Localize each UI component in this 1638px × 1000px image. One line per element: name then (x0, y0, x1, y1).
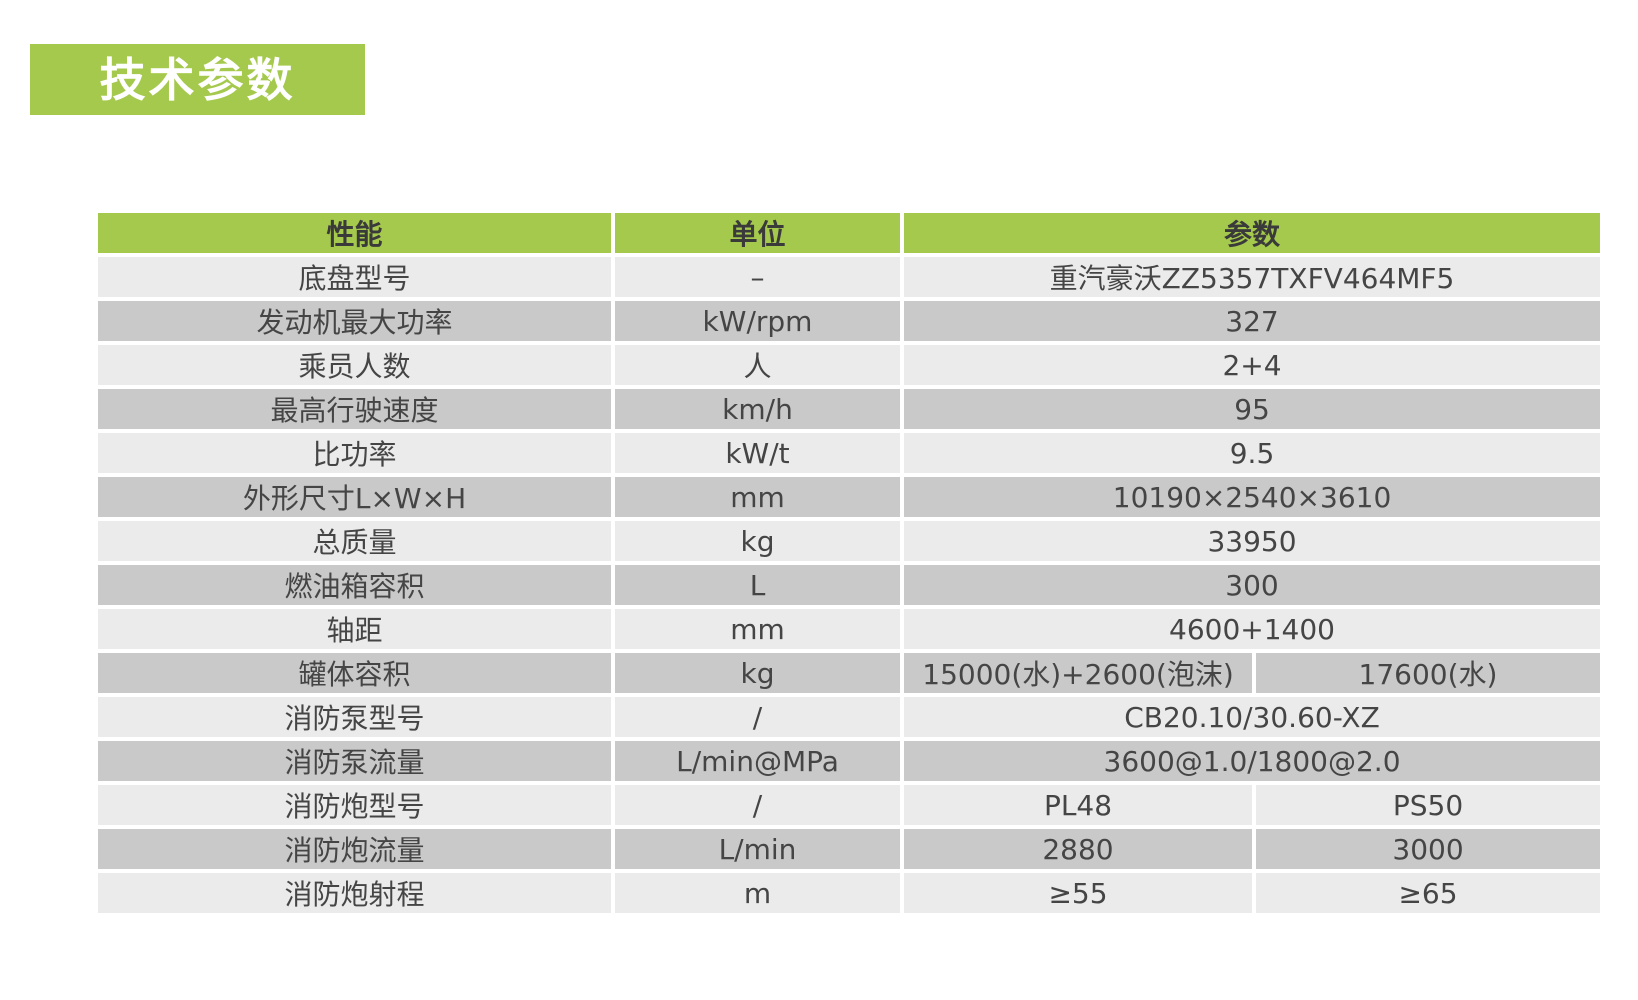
value-cell: ≥65 (1254, 871, 1603, 915)
value-cell: PS50 (1254, 783, 1603, 827)
value-cell: CB20.10/30.60-XZ (902, 695, 1603, 739)
value-cell: 17600(水) (1254, 651, 1603, 695)
table-row: 外形尺寸L×W×H mm 10190×2540×3610 (96, 475, 1603, 519)
unit-cell: kW/rpm (613, 299, 902, 343)
value-cell: PL48 (902, 783, 1254, 827)
row-label-cell: 发动机最大功率 (96, 299, 613, 343)
unit-cell: / (613, 783, 902, 827)
row-label-cell: 总质量 (96, 519, 613, 563)
unit-cell: kg (613, 651, 902, 695)
row-label-cell: 燃油箱容积 (96, 563, 613, 607)
unit-cell: / (613, 695, 902, 739)
unit-cell: km/h (613, 387, 902, 431)
unit-cell: 人 (613, 343, 902, 387)
row-label-cell: 消防泵型号 (96, 695, 613, 739)
table-row: 消防炮型号 / PL48 PS50 (96, 783, 1603, 827)
table-row: 比功率 kW/t 9.5 (96, 431, 1603, 475)
page-title: 技术参数 (30, 44, 365, 115)
table-row: 轴距 mm 4600+1400 (96, 607, 1603, 651)
unit-cell: m (613, 871, 902, 915)
table-row: 底盘型号 – 重汽豪沃ZZ5357TXFV464MF5 (96, 255, 1603, 299)
unit-cell: mm (613, 475, 902, 519)
row-label-cell: 乘员人数 (96, 343, 613, 387)
header-row: 性能 单位 参数 (96, 211, 1603, 255)
value-cell: ≥55 (902, 871, 1254, 915)
row-label-cell: 比功率 (96, 431, 613, 475)
value-cell: 2+4 (902, 343, 1603, 387)
table-row: 消防炮射程 m ≥55 ≥65 (96, 871, 1603, 915)
unit-cell: kg (613, 519, 902, 563)
unit-cell: – (613, 255, 902, 299)
row-label-cell: 消防炮流量 (96, 827, 613, 871)
row-label-cell: 最高行驶速度 (96, 387, 613, 431)
unit-cell: kW/t (613, 431, 902, 475)
row-label-cell: 外形尺寸L×W×H (96, 475, 613, 519)
value-cell: 2880 (902, 827, 1254, 871)
row-label-cell: 底盘型号 (96, 255, 613, 299)
value-cell: 4600+1400 (902, 607, 1603, 651)
column-header-parameter: 参数 (902, 211, 1603, 255)
unit-cell: L/min@MPa (613, 739, 902, 783)
value-cell: 3000 (1254, 827, 1603, 871)
column-header-performance: 性能 (96, 211, 613, 255)
unit-cell: L (613, 563, 902, 607)
value-cell: 95 (902, 387, 1603, 431)
row-label-cell: 消防炮射程 (96, 871, 613, 915)
table-row: 消防炮流量 L/min 2880 3000 (96, 827, 1603, 871)
table-row: 消防泵流量 L/min@MPa 3600@1.0/1800@2.0 (96, 739, 1603, 783)
unit-cell: mm (613, 607, 902, 651)
table-row: 乘员人数人 2+4 (96, 343, 1603, 387)
value-cell: 33950 (902, 519, 1603, 563)
value-cell: 9.5 (902, 431, 1603, 475)
row-label-cell: 轴距 (96, 607, 613, 651)
unit-cell: L/min (613, 827, 902, 871)
table-row: 罐体容积 kg 15000(水)+2600(泡沫) 17600(水) (96, 651, 1603, 695)
value-cell: 10190×2540×3610 (902, 475, 1603, 519)
value-cell: 327 (902, 299, 1603, 343)
table-row: 最高行驶速度 km/h 95 (96, 387, 1603, 431)
row-label-cell: 罐体容积 (96, 651, 613, 695)
row-label-cell: 消防泵流量 (96, 739, 613, 783)
table-row: 消防泵型号 / CB20.10/30.60-XZ (96, 695, 1603, 739)
table-row: 燃油箱容积 L 300 (96, 563, 1603, 607)
value-cell: 重汽豪沃ZZ5357TXFV464MF5 (902, 255, 1603, 299)
value-cell: 15000(水)+2600(泡沫) (902, 651, 1254, 695)
table-row: 发动机最大功率 kW/rpm 327 (96, 299, 1603, 343)
row-label-cell: 消防炮型号 (96, 783, 613, 827)
column-header-unit: 单位 (613, 211, 902, 255)
spec-table: 性能 单位 参数 底盘型号 – 重汽豪沃ZZ5357TXFV464MF5 发动机最大功… (96, 211, 1603, 915)
table-row: 总质量 kg 33950 (96, 519, 1603, 563)
value-cell: 300 (902, 563, 1603, 607)
value-cell: 3600@1.0/1800@2.0 (902, 739, 1603, 783)
page-title-label: 技术参数 (99, 52, 296, 107)
